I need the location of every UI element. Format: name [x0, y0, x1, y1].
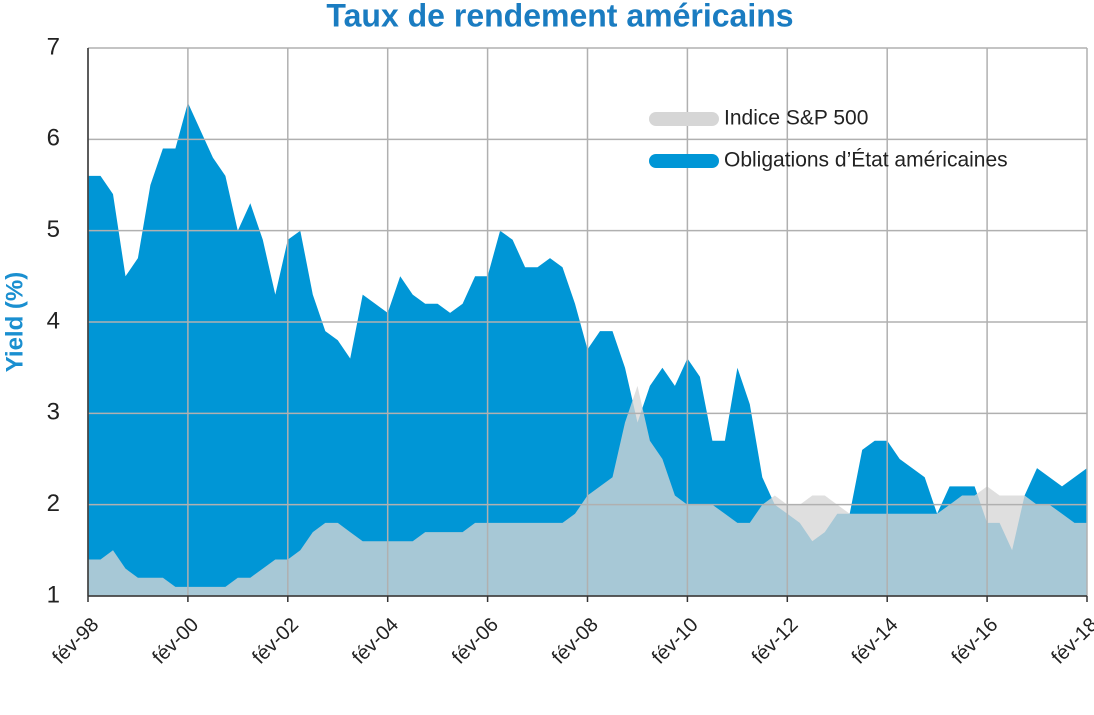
x-tick-label: fév-98 — [48, 614, 103, 669]
x-tick-label: fév-14 — [848, 614, 903, 669]
y-tick-label: 4 — [47, 307, 60, 334]
legend-label: Indice S&P 500 — [724, 107, 868, 130]
y-tick-label: 1 — [47, 581, 60, 608]
x-tick-label: fév-16 — [948, 614, 1003, 669]
y-tick-label: 2 — [47, 490, 60, 517]
x-tick-label: fév-06 — [448, 614, 503, 669]
x-tick-label: fév-04 — [348, 614, 403, 669]
y-tick-label: 3 — [47, 399, 60, 426]
x-tick-label: fév-08 — [548, 614, 603, 669]
x-tick-label: fév-12 — [748, 614, 803, 669]
y-tick-label: 7 — [47, 33, 60, 60]
x-tick-label: fév-10 — [648, 614, 703, 669]
x-tick-label: fév-00 — [148, 614, 203, 669]
x-tick-label: fév-18 — [1047, 614, 1094, 669]
x-tick-label: fév-02 — [248, 614, 303, 669]
y-tick-label: 6 — [47, 125, 60, 152]
y-tick-label: 5 — [47, 216, 60, 243]
chart-title: Taux de rendement américains — [326, 0, 793, 33]
y-axis-label: Yield (%) — [1, 272, 28, 372]
legend-label: Obligations d’État américaines — [724, 149, 1008, 172]
area — [88, 385, 1087, 596]
